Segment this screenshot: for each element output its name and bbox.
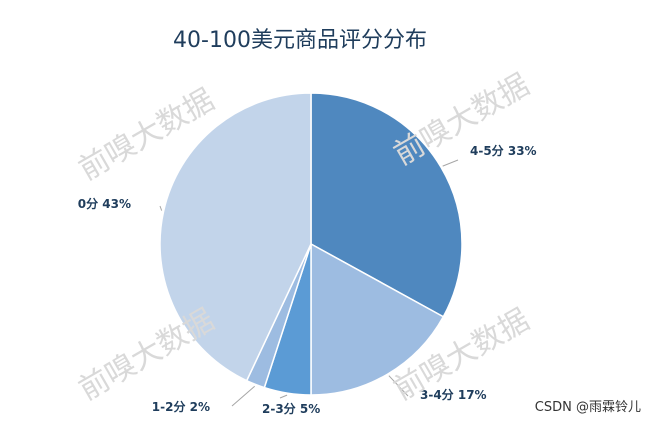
leader-line-1 — [442, 159, 459, 167]
slice-label-2: 3-4分 17% — [420, 387, 487, 402]
leader-line-3 — [279, 394, 288, 399]
pie-labels: 4-5分 33% 3-4分 17% 2-3分 5% 1-2分 2% 0分 43% — [78, 143, 537, 416]
pie-slice-2 — [310, 242, 445, 396]
leader-line-4 — [231, 385, 256, 407]
slice-label-5: 0分 43% — [78, 196, 131, 211]
slice-label-4: 1-2分 2% — [152, 399, 210, 414]
pie-slices — [159, 92, 463, 396]
credit-text: CSDN @雨霖铃儿 — [534, 400, 641, 415]
pie-slice-1 — [310, 92, 463, 318]
slice-label-3: 2-3分 5% — [262, 401, 320, 416]
leader-line-2 — [388, 375, 409, 397]
chart-title: 40-100美元商品评分分布 — [173, 28, 427, 53]
pie-slice-5 — [159, 92, 312, 382]
leader-line-5 — [159, 205, 163, 211]
slice-label-1: 4-5分 33% — [470, 143, 537, 158]
pie-leader-lines — [159, 159, 459, 407]
